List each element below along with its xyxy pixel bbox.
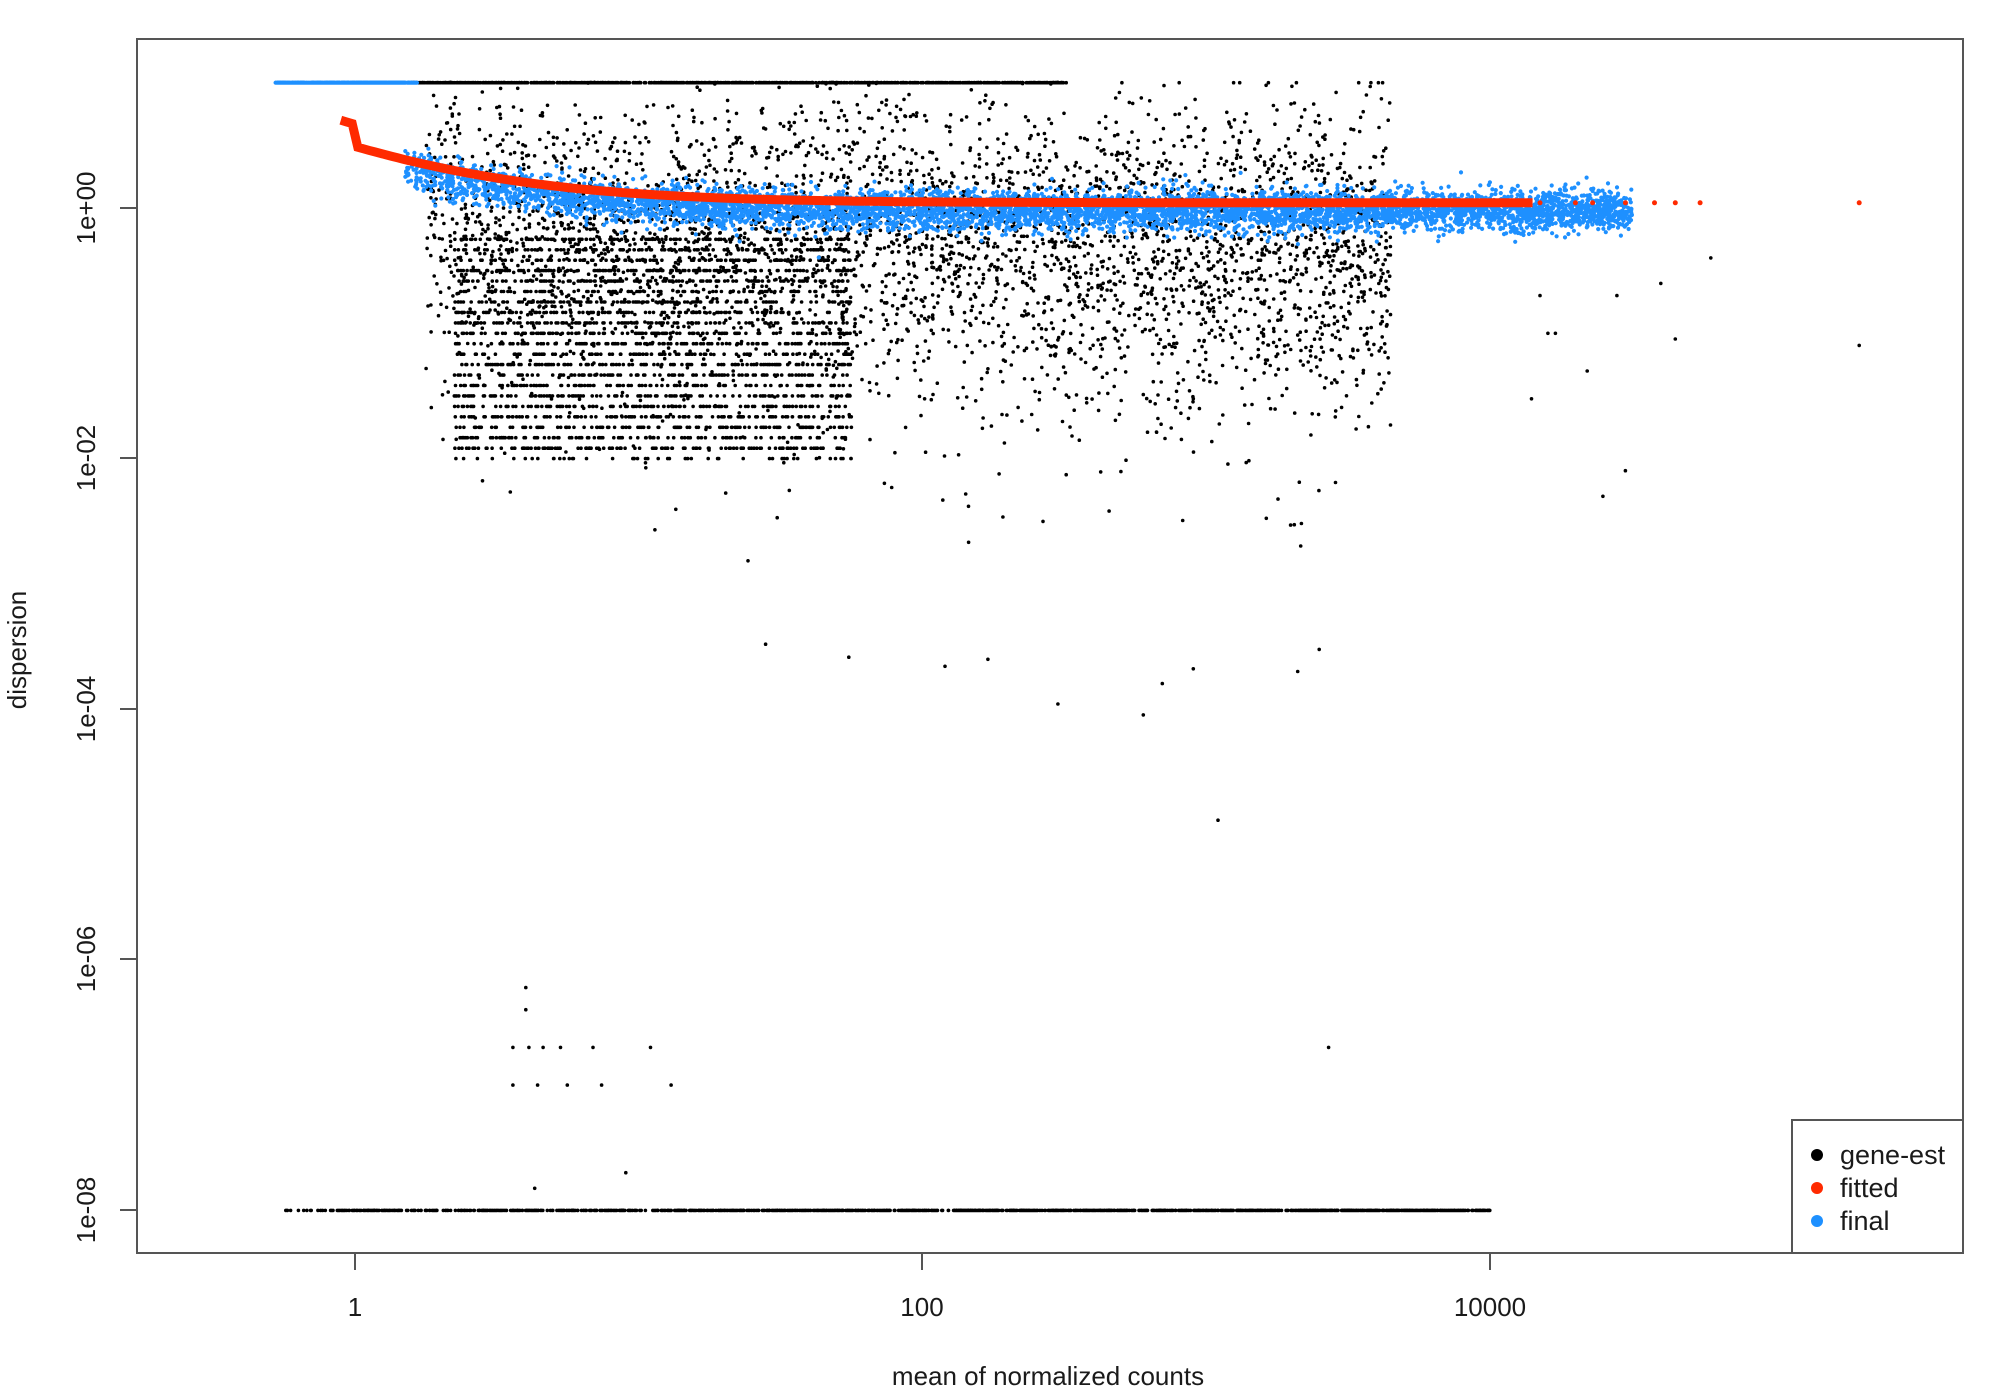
x-axis: 1 100 10000 mean of normalized counts — [348, 1252, 1526, 1391]
y-axis: 1e-08 1e-06 1e-04 1e-02 1e+00 dispersion — [2, 171, 138, 1244]
legend-label-gene-est: gene-est — [1840, 1140, 1946, 1170]
legend: gene-est fitted final — [1791, 1119, 1964, 1254]
gene-est-points — [284, 80, 1862, 1213]
fitted-curve — [339, 115, 1533, 208]
legend-marker-fitted — [1811, 1182, 1823, 1194]
y-tick-label: 1e-06 — [71, 926, 101, 993]
x-tick-label: 1 — [348, 1292, 362, 1322]
x-tick-label: 100 — [900, 1292, 943, 1322]
points-layer — [273, 80, 1862, 1213]
y-tick-label: 1e-04 — [71, 676, 101, 743]
legend-label-fitted: fitted — [1840, 1173, 1899, 1203]
y-tick-label: 1e-08 — [71, 1177, 101, 1244]
x-axis-title: mean of normalized counts — [892, 1361, 1204, 1391]
y-axis-title: dispersion — [2, 591, 32, 710]
legend-marker-final — [1811, 1215, 1823, 1227]
fitted-curve-layer — [339, 115, 1862, 208]
legend-marker-gene-est — [1811, 1149, 1823, 1161]
y-tick-label: 1e+00 — [71, 171, 101, 244]
y-tick-label: 1e-02 — [71, 425, 101, 492]
legend-label-final: final — [1840, 1206, 1890, 1236]
x-tick-label: 10000 — [1454, 1292, 1526, 1322]
